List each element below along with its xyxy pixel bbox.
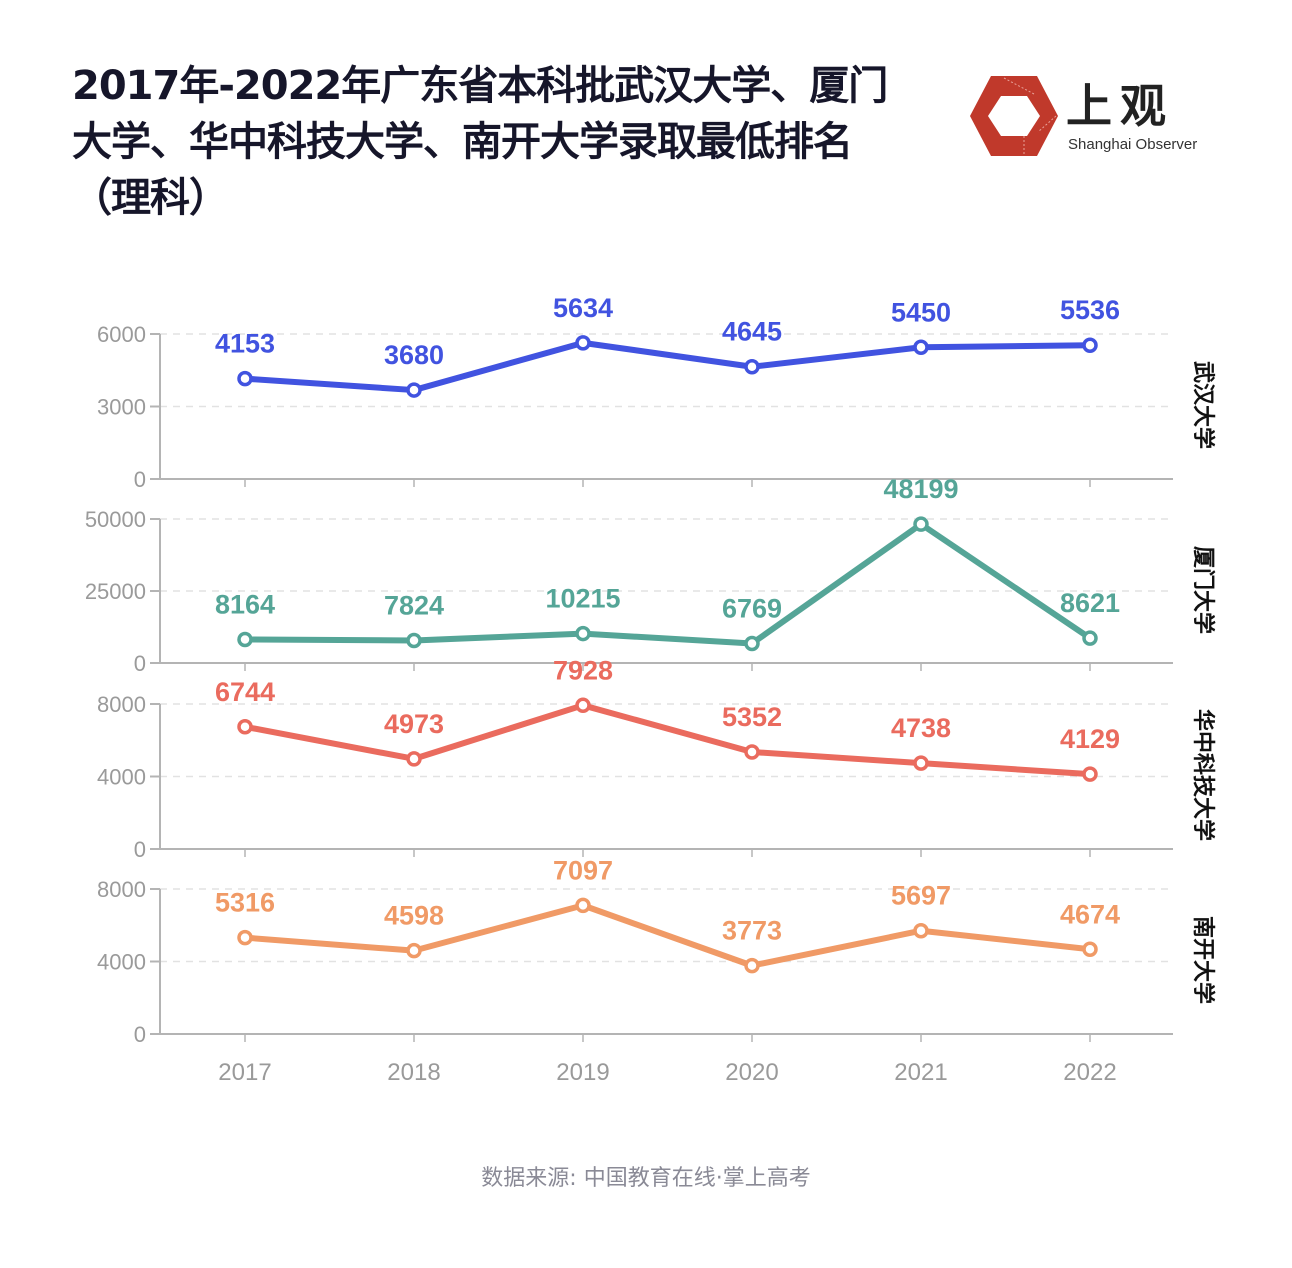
- data-point: [575, 625, 591, 642]
- data-label: 4645: [722, 317, 782, 347]
- y-tick-label: 0: [134, 1022, 146, 1047]
- series-line-厦门大学: [242, 521, 1093, 647]
- data-label: 5316: [215, 888, 275, 918]
- data-label: 5634: [553, 293, 613, 323]
- data-point: [744, 744, 760, 760]
- panel-label: 厦门大学: [1190, 546, 1216, 634]
- x-tick-label: 2022: [1063, 1059, 1116, 1086]
- data-label: 4129: [1060, 724, 1120, 754]
- data-point: [575, 335, 591, 351]
- series-line-南开大学: [242, 902, 1093, 969]
- data-point: [406, 382, 422, 398]
- data-label: 10215: [545, 584, 620, 614]
- data-label: 4153: [215, 329, 275, 359]
- panel-label: 武汉大学: [1190, 361, 1216, 449]
- y-tick-label: 0: [134, 837, 146, 862]
- data-label: 5352: [722, 702, 782, 732]
- data-label: 3773: [722, 916, 782, 946]
- panel-label: 南开大学: [1190, 916, 1216, 1004]
- data-point: [1082, 630, 1098, 646]
- data-point: [744, 957, 760, 974]
- data-label: 5697: [891, 881, 951, 911]
- y-tick-label: 6000: [97, 322, 146, 347]
- y-tick-label: 0: [134, 651, 146, 676]
- data-label: 4738: [891, 713, 951, 743]
- panel-label: 华中科技大学: [1190, 709, 1216, 841]
- data-label: 7928: [553, 655, 613, 685]
- panel-4: 0 4000 8000 5316 4598 7097 3773 5697 4674 南开大学: [97, 855, 1216, 1047]
- data-source: 数据来源: 中国教育在线·掌上高考: [481, 1166, 811, 1191]
- data-label: 6769: [722, 594, 782, 624]
- shanghai-observer-logo: 上观 Shanghai Observer: [968, 72, 1208, 162]
- data-label: 5536: [1060, 295, 1120, 325]
- y-tick-label: 8000: [97, 692, 146, 717]
- data-label: 7824: [384, 590, 444, 620]
- logo-name-en: Shanghai Observer: [1068, 136, 1198, 153]
- data-point: [744, 358, 760, 375]
- panel-2: 0 25000 50000 8164 7824 10215 6769 48199 8621 厦门大…: [85, 474, 1216, 676]
- data-point: [406, 751, 422, 767]
- x-tick-label: 2019: [556, 1059, 609, 1086]
- data-label: 5450: [891, 297, 951, 327]
- data-label: 8164: [215, 589, 275, 619]
- data-point: [913, 339, 929, 356]
- data-point: [575, 697, 591, 714]
- y-tick-label: 4000: [97, 765, 146, 790]
- data-label: 4973: [384, 709, 444, 739]
- series-line-华中科技大学: [242, 702, 1093, 778]
- x-tick-label: 2017: [218, 1059, 271, 1086]
- data-point: [237, 370, 253, 387]
- data-point: [913, 922, 929, 939]
- y-tick-label: 3000: [97, 395, 146, 420]
- y-tick-label: 0: [134, 467, 146, 492]
- y-tick-label: 4000: [97, 950, 146, 975]
- data-point: [406, 942, 422, 959]
- data-label: 48199: [883, 474, 958, 504]
- data-point: [406, 632, 422, 649]
- data-point: [1082, 337, 1098, 353]
- y-tick-label: 25000: [85, 579, 146, 604]
- data-label: 4598: [384, 901, 444, 931]
- data-point: [237, 631, 253, 648]
- data-point: [575, 897, 591, 914]
- chart-title: 2017年-2022年广东省本科批武汉大学、厦门大学、华中科技大学、南开大学录取…: [72, 63, 888, 221]
- series-line-武汉大学: [242, 339, 1093, 394]
- data-point: [237, 929, 253, 946]
- y-tick-label: 8000: [97, 877, 146, 902]
- panel-1: 0 3000 6000 4153 3680 5634 4645 5450 5536 武汉大学: [97, 293, 1216, 492]
- logo-name-cn: 上观: [1066, 79, 1174, 133]
- panel-3: 0 4000 8000 6744 4973 7928 5352 4738 4129 华中科技大学: [97, 655, 1216, 862]
- data-point: [913, 755, 929, 771]
- data-label: 7097: [553, 855, 613, 885]
- data-point: [1082, 941, 1098, 958]
- x-tick-label: 2018: [387, 1059, 440, 1086]
- data-label: 6744: [215, 677, 275, 707]
- data-label: 4674: [1060, 899, 1120, 929]
- data-point: [237, 719, 253, 735]
- data-label: 8621: [1060, 588, 1120, 618]
- hexagon-logo-icon: [970, 76, 1058, 156]
- x-tick-label: 2020: [725, 1059, 778, 1086]
- y-tick-label: 50000: [85, 507, 146, 532]
- x-tick-label: 2021: [894, 1059, 947, 1086]
- data-point: [913, 516, 929, 532]
- data-point: [744, 635, 760, 652]
- data-point: [1082, 766, 1098, 782]
- data-label: 3680: [384, 340, 444, 370]
